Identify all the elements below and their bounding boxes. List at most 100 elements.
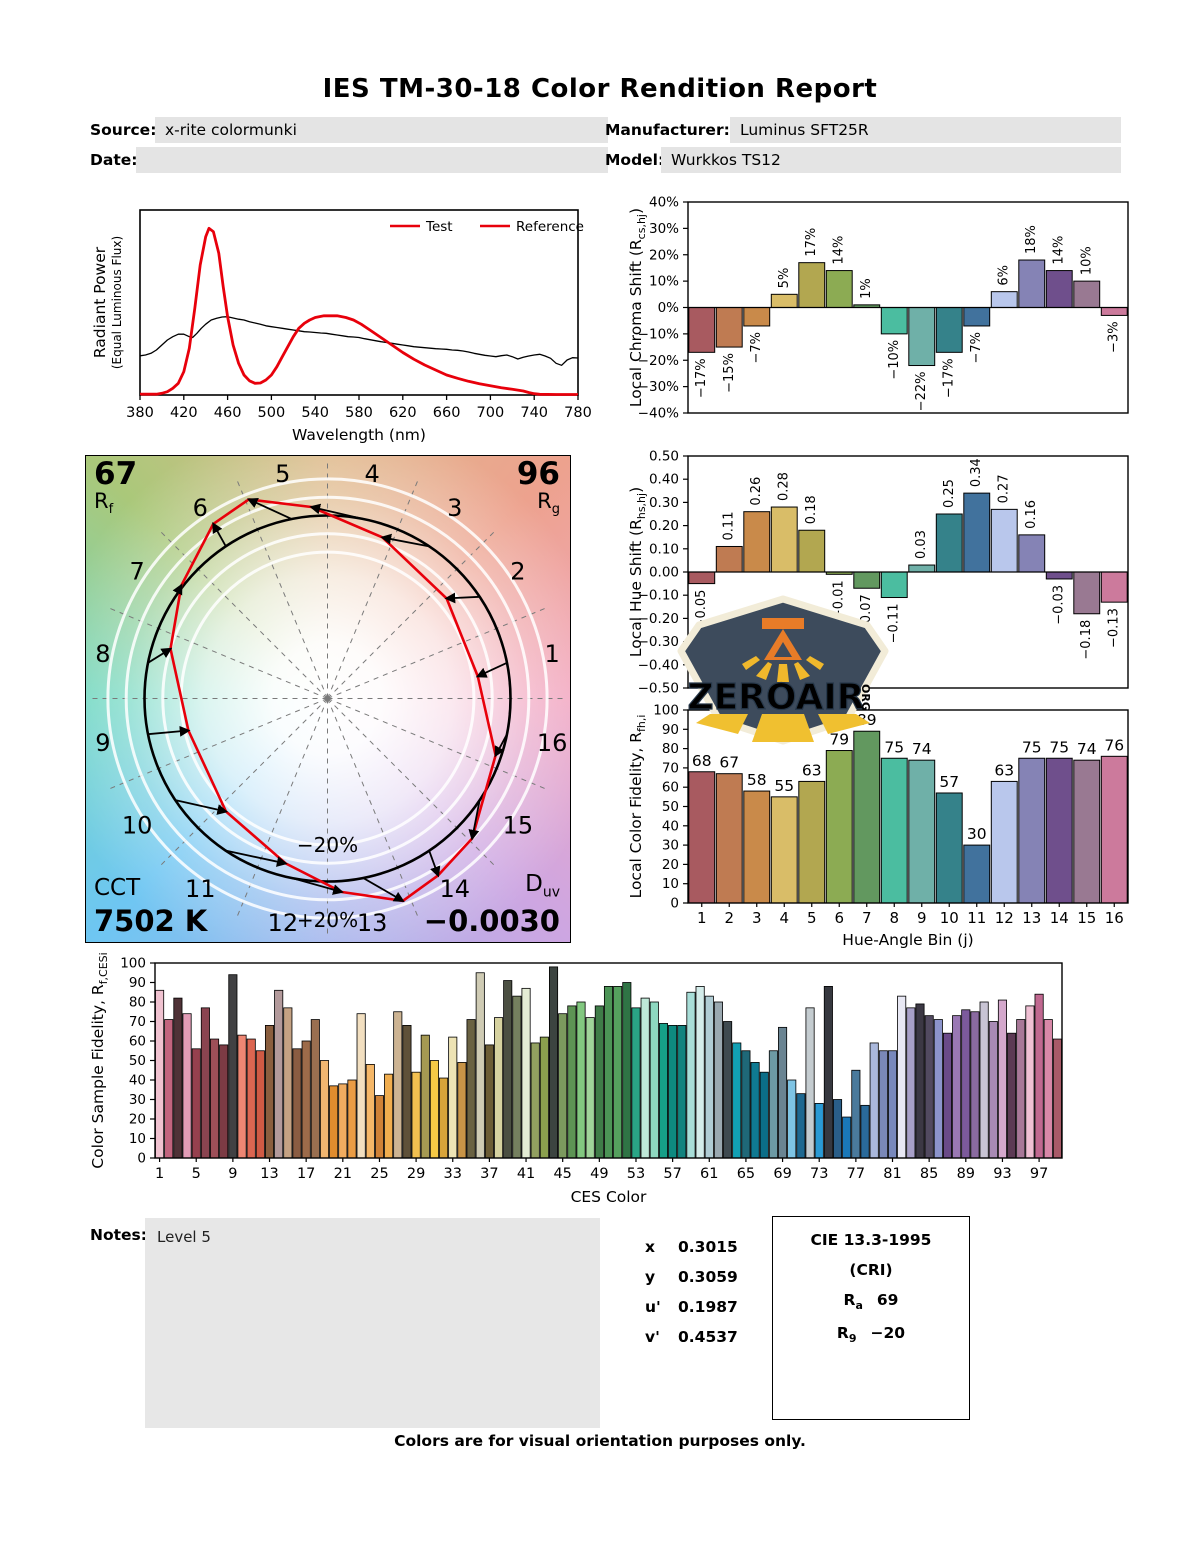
hue-bar-10 — [935, 513, 963, 573]
page-title: IES TM-30-18 Color Rendition Report — [322, 74, 878, 104]
svg-text:5: 5 — [192, 1166, 201, 1182]
local-chroma-shift-chart: 40% 30% 20% 10% 0% −10% −20% −30% −40% −17% −15% −7… — [627, 195, 1129, 422]
svg-text:16: 16 — [537, 729, 568, 757]
svg-text:−0.10: −0.10 — [638, 588, 679, 604]
svg-text:3: 3 — [752, 909, 762, 927]
svg-text:77: 77 — [847, 1166, 865, 1182]
svg-text:−7%: −7% — [969, 332, 984, 364]
svg-text:0.03: 0.03 — [914, 530, 929, 559]
svg-text:7: 7 — [129, 557, 144, 585]
y-axis-title: Color Sample Fidelity, Rf,CESi — [89, 952, 110, 1168]
svg-text:93: 93 — [993, 1166, 1011, 1182]
svg-text:73: 73 — [810, 1166, 828, 1182]
chroma-bar-8 — [880, 307, 908, 335]
ring-label-minus20: −20% — [297, 833, 358, 857]
color-vector-graphic: −20% +20% 1 2 3 4 5 6 7 8 9 10 11 12 13 14 15 16 67 Rf 96… — [85, 455, 571, 943]
svg-text:11: 11 — [967, 909, 986, 927]
svg-text:75: 75 — [1022, 738, 1042, 756]
ces-bar-23 — [356, 1013, 366, 1159]
ces-bar-34 — [457, 1062, 467, 1159]
ces-bar-98 — [1043, 1019, 1053, 1159]
svg-text:−0.50: −0.50 — [638, 681, 679, 697]
hue-bar-2 — [715, 545, 743, 573]
ces-bar-58 — [677, 1025, 687, 1159]
svg-text:14%: 14% — [1052, 236, 1067, 265]
ces-bar-90 — [970, 1011, 980, 1159]
chroma-bar-12 — [990, 291, 1018, 309]
chroma-bar-3 — [743, 307, 771, 327]
local-hue-shift-chart: 0.50 0.40 0.30 0.20 0.10 0.00 −0.10 −0.20 −0.30 −… — [627, 449, 1129, 697]
logo-emblem-bar — [762, 618, 804, 629]
svg-text:80: 80 — [662, 741, 679, 757]
svg-text:−0.01: −0.01 — [832, 580, 847, 620]
ces-bar-39 — [503, 980, 513, 1159]
ces-bar-74 — [823, 986, 833, 1159]
svg-text:90: 90 — [662, 722, 679, 738]
svg-text:0.27: 0.27 — [997, 474, 1012, 503]
svg-text:63: 63 — [994, 761, 1014, 779]
svg-text:30: 30 — [967, 825, 987, 843]
legend-test: Test — [425, 219, 453, 235]
chroma-bar-1 — [688, 307, 716, 353]
svg-text:76: 76 — [1104, 736, 1124, 754]
svg-text:12: 12 — [995, 909, 1014, 927]
ces-bar-9 — [228, 974, 238, 1159]
cri-subtitle: (CRI) — [849, 1261, 893, 1279]
svg-text:−7%: −7% — [749, 332, 764, 364]
logo-wordmark: ZEROAIR — [687, 677, 864, 718]
chroma-bar-13 — [1018, 259, 1046, 308]
hue-bar-8 — [880, 571, 908, 599]
svg-text:−0.20: −0.20 — [638, 611, 679, 627]
ces-bar-20 — [329, 1085, 339, 1159]
svg-text:60: 60 — [662, 780, 679, 796]
ces-bar-40 — [512, 995, 522, 1159]
ces-bar-53 — [631, 1007, 641, 1159]
ces-bar-60 — [695, 986, 705, 1159]
svg-text:20: 20 — [129, 1112, 146, 1128]
ces-bar-81 — [887, 1050, 898, 1159]
svg-text:−10%: −10% — [887, 340, 902, 380]
svg-text:15: 15 — [1077, 909, 1096, 927]
svg-text:63: 63 — [802, 761, 822, 779]
hue-bar-9 — [908, 564, 936, 573]
cri-title: CIE 13.3-1995 — [810, 1231, 932, 1249]
notes-text: Level 5 — [157, 1228, 211, 1246]
svg-text:40: 40 — [129, 1073, 146, 1089]
svg-text:740: 740 — [520, 405, 548, 421]
svg-text:53: 53 — [627, 1166, 645, 1182]
svg-text:65: 65 — [737, 1166, 755, 1182]
model-label: Model: — [605, 151, 665, 169]
ces-bar-24 — [365, 1064, 375, 1159]
hue-bar-7 — [853, 571, 881, 589]
spd-y-axis-title: Radiant Power — [91, 246, 109, 358]
svg-text:97: 97 — [1030, 1166, 1048, 1182]
hue-bar-15 — [1073, 571, 1101, 615]
svg-text:−22%: −22% — [914, 372, 929, 412]
cct-value: 7502 K — [94, 903, 208, 938]
svg-text:0.40: 0.40 — [649, 472, 679, 488]
fid-bar-10 — [935, 792, 963, 904]
svg-text:100: 100 — [120, 956, 146, 972]
svg-text:81: 81 — [883, 1166, 901, 1182]
svg-text:79: 79 — [829, 731, 849, 749]
chroma-bar-6 — [825, 270, 853, 308]
svg-text:700: 700 — [477, 405, 505, 421]
svg-text:33: 33 — [444, 1166, 462, 1182]
svg-text:−0.18: −0.18 — [1079, 620, 1094, 660]
hue-bar-1 — [688, 571, 716, 585]
ces-bar-91 — [979, 1001, 989, 1159]
svg-text:17: 17 — [297, 1166, 315, 1182]
ces-bar-61 — [704, 995, 714, 1159]
ces-bar-46 — [567, 1005, 577, 1159]
chroma-bar-14 — [1045, 270, 1073, 308]
legend-reference: Reference — [516, 219, 584, 235]
svg-text:74: 74 — [912, 740, 932, 758]
ces-bar-57 — [668, 1025, 678, 1159]
svg-text:0.20: 0.20 — [649, 518, 679, 534]
fid-bar-4 — [770, 796, 798, 904]
ces-bar-10 — [237, 1034, 247, 1159]
svg-text:14: 14 — [439, 875, 470, 903]
ces-bar-28 — [402, 1025, 412, 1159]
ces-bar-77 — [851, 1069, 861, 1159]
chroma-bar-4 — [770, 293, 798, 308]
